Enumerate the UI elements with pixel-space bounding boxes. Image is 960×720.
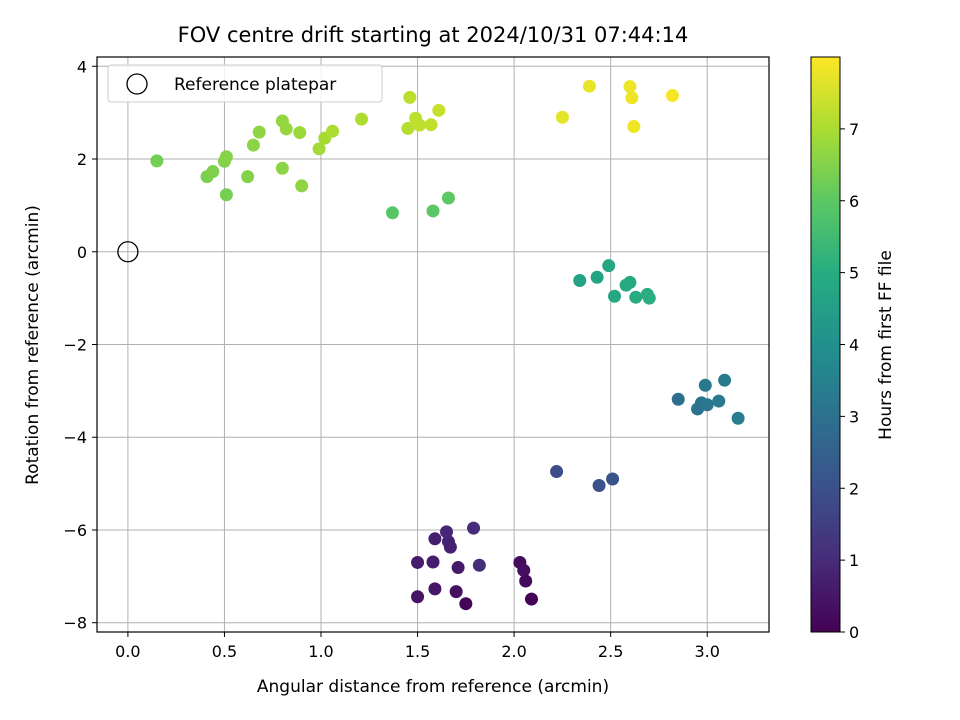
data-point <box>428 582 442 596</box>
data-point <box>517 563 531 577</box>
colorbar-tick-label: 6 <box>849 192 859 211</box>
data-point <box>293 126 307 140</box>
data-point <box>718 373 732 387</box>
data-point <box>252 125 266 139</box>
y-tick-label: 4 <box>77 57 87 76</box>
legend-label-reference: Reference platepar <box>174 75 336 95</box>
data-point <box>555 110 569 124</box>
data-point <box>467 521 481 535</box>
data-point <box>550 465 564 479</box>
data-point <box>412 118 426 132</box>
x-tick-label: 0.5 <box>212 642 237 661</box>
data-point <box>428 532 442 546</box>
x-tick-label: 0.0 <box>115 642 140 661</box>
data-point <box>206 165 220 179</box>
x-tick-label: 1.0 <box>308 642 333 661</box>
x-axis-ticks: 0.0 0.5 1.0 1.5 2.0 2.5 3.0 <box>115 632 720 661</box>
colorbar-tick-label: 1 <box>849 551 859 570</box>
colorbar-tick-label: 4 <box>849 336 859 355</box>
data-point <box>642 291 656 305</box>
y-tick-label: −2 <box>63 336 87 355</box>
data-point <box>219 150 233 164</box>
data-point <box>590 270 604 284</box>
y-tick-label: −8 <box>63 614 87 633</box>
data-point <box>582 79 596 93</box>
data-point <box>472 558 486 572</box>
data-point <box>411 590 425 604</box>
data-point <box>592 478 606 492</box>
data-point <box>671 392 685 406</box>
colorbar-tick-label: 5 <box>849 264 859 283</box>
legend-reference-marker <box>126 73 148 95</box>
data-point <box>573 274 587 288</box>
data-point <box>275 161 289 175</box>
x-tick-label: 2.5 <box>598 642 623 661</box>
reference-marker-group <box>117 241 139 263</box>
data-point <box>441 191 455 205</box>
x-tick-label: 1.5 <box>405 642 430 661</box>
data-point <box>150 154 164 168</box>
colorbar-ticks: 0 1 2 3 4 5 6 7 <box>840 120 859 642</box>
data-point <box>441 535 455 549</box>
colorbar-tick-label: 7 <box>849 120 859 139</box>
colorbar-title: Hours from first FF file <box>876 250 896 440</box>
data-point <box>326 124 340 138</box>
data-point <box>712 394 726 408</box>
y-tick-label: −6 <box>63 521 87 540</box>
y-tick-label: −4 <box>63 428 87 447</box>
data-point <box>459 597 473 611</box>
colorbar-gradient <box>810 56 841 633</box>
data-point <box>440 525 454 539</box>
data-point <box>519 574 533 588</box>
reference-platepar-marker <box>117 241 139 263</box>
chart-title: FOV centre drift starting at 2024/10/31 … <box>178 23 689 47</box>
data-point <box>385 206 399 220</box>
y-axis-title: Rotation from reference (arcmin) <box>23 205 43 485</box>
data-point <box>627 120 641 134</box>
data-point <box>219 188 233 202</box>
data-point <box>625 91 639 105</box>
data-point <box>665 88 679 102</box>
colorbar-tick-label: 0 <box>849 623 859 642</box>
x-tick-label: 3.0 <box>694 642 719 661</box>
data-point <box>629 290 643 304</box>
colorbar: 0 1 2 3 4 5 6 7 Hours from first FF file <box>810 56 896 642</box>
data-point <box>424 118 438 132</box>
data-point <box>295 179 309 193</box>
data-point <box>623 275 637 289</box>
data-point <box>602 259 616 273</box>
data-point <box>698 378 712 392</box>
colorbar-tick-label: 3 <box>849 407 859 426</box>
colorbar-tick-label: 2 <box>849 479 859 498</box>
data-point <box>623 80 637 94</box>
data-point <box>241 170 255 184</box>
data-point <box>449 585 463 599</box>
data-points <box>150 79 745 611</box>
y-tick-label: 2 <box>77 150 87 169</box>
data-point <box>312 142 326 156</box>
y-tick-label: 0 <box>77 243 87 262</box>
data-point <box>401 121 415 135</box>
data-point <box>524 592 538 606</box>
data-point <box>411 555 425 569</box>
x-tick-label: 2.0 <box>501 642 526 661</box>
legend-box <box>107 64 383 103</box>
data-point <box>426 555 440 569</box>
data-point <box>246 138 260 152</box>
data-point <box>432 103 446 117</box>
data-point <box>608 289 622 303</box>
data-point <box>731 411 745 425</box>
data-point <box>606 472 620 486</box>
data-point <box>700 398 714 412</box>
x-axis-title: Angular distance from reference (arcmin) <box>257 677 609 697</box>
data-point <box>355 112 369 126</box>
data-point <box>451 561 465 575</box>
data-point <box>426 204 440 218</box>
data-point <box>279 122 293 136</box>
legend: Reference platepar <box>107 64 383 103</box>
data-point <box>403 90 417 104</box>
y-axis-ticks: −8 −6 −4 −2 0 2 4 <box>63 57 97 633</box>
